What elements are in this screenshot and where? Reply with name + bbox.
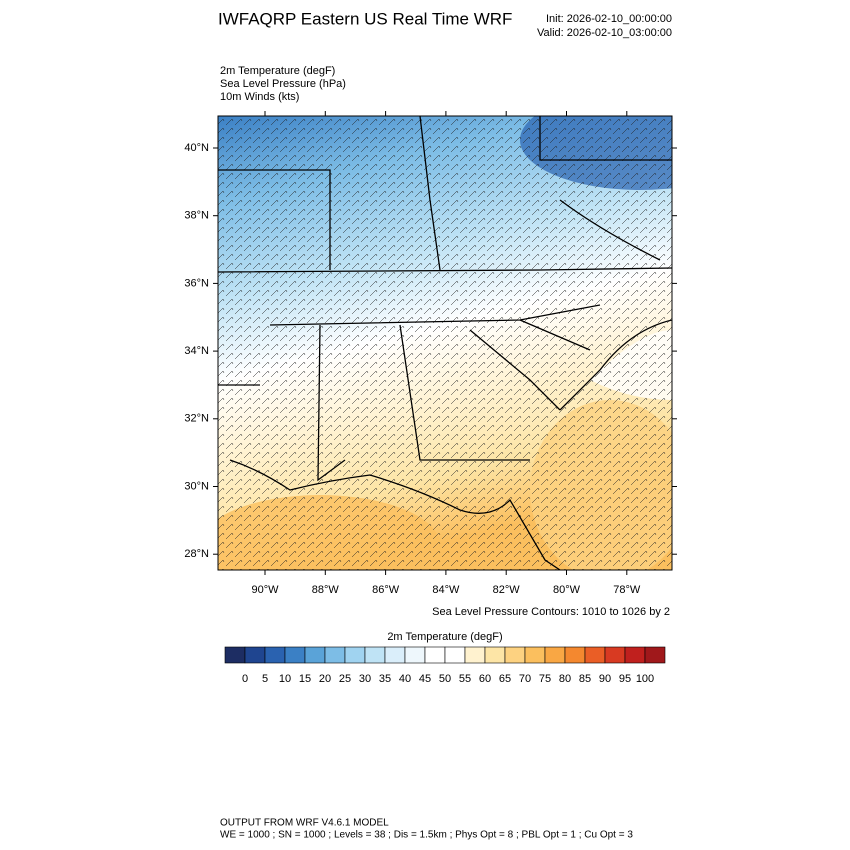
lon-label: 86°W [372,584,400,596]
colorbar-box [304,646,326,664]
colorbar-label: 15 [299,673,311,685]
footer-line: OUTPUT FROM WRF V4.6.1 MODEL [220,818,389,829]
lon-label: 84°W [432,584,460,596]
lat-label: 38°N [184,210,209,222]
colorbar-box [484,646,506,664]
colorbar-box [524,646,546,664]
colorbar-label: 45 [419,673,431,685]
map [218,116,672,570]
colorbar-box [544,646,566,664]
colorbar-box [584,646,606,664]
colorbar-label: 0 [242,673,248,685]
colorbar-label: 65 [499,673,511,685]
boundaries [218,116,672,570]
lat-label: 32°N [184,413,209,425]
wind-barbs [218,116,672,570]
colorbar-label: 70 [519,673,531,685]
colorbar-label: 90 [599,673,611,685]
init-time: Init: 2026-02-10_00:00:00 [546,13,672,25]
colorbar-box [424,646,446,664]
colorbar-box [224,646,246,664]
lat-label: 30°N [184,480,209,492]
colorbar-box [324,646,346,664]
colorbar-label: 95 [619,673,631,685]
colorbar-label: 60 [479,673,491,685]
lat-label: 36°N [184,277,209,289]
colorbar-box [364,646,386,664]
field-label: Sea Level Pressure (hPa) [220,78,346,90]
colorbar-label: 30 [359,673,371,685]
colorbar-box [604,646,626,664]
colorbar-title: 2m Temperature (degF) [387,631,502,643]
colorbar-label: 100 [636,673,654,685]
colorbar-box [464,646,486,664]
lon-label: 78°W [613,584,641,596]
lon-label: 90°W [251,584,279,596]
lon-label: 82°W [493,584,521,596]
colorbar-label: 75 [539,673,551,685]
colorbar-label: 35 [379,673,391,685]
lat-label: 28°N [184,548,209,560]
footer-line: WE = 1000 ; SN = 1000 ; Levels = 38 ; Di… [220,830,633,841]
colorbar-label: 10 [279,673,291,685]
colorbar-label: 20 [319,673,331,685]
colorbar-box [284,646,306,664]
map-frame [217,115,673,571]
colorbar-box [444,646,466,664]
colorbar-label: 80 [559,673,571,685]
colorbar-box [384,646,406,664]
lon-label: 80°W [553,584,581,596]
valid-time: Valid: 2026-02-10_03:00:00 [537,27,672,39]
field-label: 2m Temperature (degF) [220,65,335,77]
lon-label: 88°W [312,584,340,596]
colorbar-label: 85 [579,673,591,685]
colorbar-label: 50 [439,673,451,685]
colorbar-label: 25 [339,673,351,685]
colorbar-box [404,646,426,664]
colorbar-box [344,646,366,664]
colorbar-label: 5 [262,673,268,685]
lat-label: 40°N [184,142,209,154]
colorbar-box [244,646,266,664]
lat-label: 34°N [184,345,209,357]
field-label: 10m Winds (kts) [220,91,299,103]
colorbar-label: 55 [459,673,471,685]
title: IWFAQRP Eastern US Real Time WRF [218,9,512,28]
colorbar-box [564,646,586,664]
colorbar-box [624,646,646,664]
colorbar-box [264,646,286,664]
colorbar-box [504,646,526,664]
colorbar-label: 40 [399,673,411,685]
contour-note: Sea Level Pressure Contours: 1010 to 102… [432,606,670,618]
colorbar-box [644,646,666,664]
